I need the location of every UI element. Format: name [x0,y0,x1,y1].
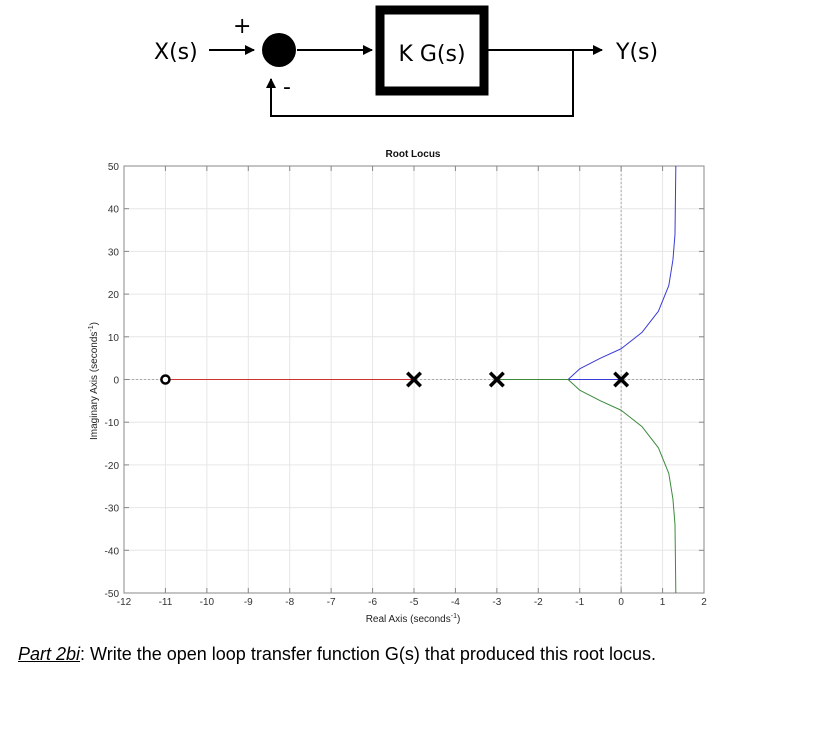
minus-sign: - [283,75,291,100]
x-tick-label: -6 [368,597,377,608]
root-locus-chart: Root Locus -12 -11 -10 -9 -8 -7 -6 -5 -4 -3 -2 -1 0 1… [88,149,708,625]
x-axis-label: Real Axis (seconds-1) [366,613,461,625]
pole-marker [406,371,422,388]
x-tick-label: 2 [701,597,707,608]
x-tick-label: -4 [451,597,460,608]
y-tick-label: 50 [108,162,120,173]
question-part-label: Part 2bi [18,644,81,664]
x-axis-label-main: Real Axis (seconds [366,614,451,625]
x-tick-label: -9 [244,597,253,608]
zero-marker [160,374,171,385]
feedback-path [266,50,574,117]
y-tick-label: -20 [105,461,120,472]
plant-block [375,5,489,96]
y-tick-label: 40 [108,205,120,216]
x-tick-label: -2 [534,597,543,608]
y-axis-label-sup: -1 [88,325,95,331]
pole-zero-markers [160,371,630,388]
x-tick-label: -3 [492,597,501,608]
x-tick-label: -1 [575,597,584,608]
y-tick-label: -50 [105,589,120,600]
y-tick-label: -40 [105,546,120,557]
pole-marker [613,371,630,388]
x-tick-label: -12 [117,597,132,608]
tick-labels: -12 -11 -10 -9 -8 -7 -6 -5 -4 -3 -2 -1 0 1 2-50-40-30-… [105,162,708,608]
question-text: Part 2bi: Write the open loop transfer f… [18,644,656,665]
plus-sign: + [233,14,251,39]
locus-branch-3 [567,165,677,380]
input-label: X(s) [154,40,198,65]
block-label: K G(s) [398,42,465,67]
y-axis-label: Imaginary Axis (seconds-1) [88,322,100,440]
x-tick-label: -10 [200,597,215,608]
locus-branches [165,165,677,594]
x-axis-label-close: ) [457,614,460,625]
x-tick-label: 1 [660,597,666,608]
x-tick-label: 0 [618,597,624,608]
y-axis-label-main: Imaginary Axis (seconds [89,332,100,440]
x-tick-label: -7 [327,597,336,608]
x-tick-label: -5 [410,597,419,608]
output-label: Y(s) [615,40,658,65]
pole-marker [488,371,505,388]
y-tick-label: 0 [113,376,119,387]
question-body: : Write the open loop transfer function … [80,644,657,664]
y-tick-label: 10 [108,333,120,344]
y-tick-label: 20 [108,290,120,301]
x-axis-label-sup: -1 [451,613,457,620]
x-tick-label: -8 [285,597,294,608]
locus-branch-4 [567,379,677,594]
x-tick-label: -11 [159,597,173,608]
y-axis-label-close: ) [89,322,100,325]
axes [123,165,705,594]
summing-junction [262,33,296,67]
y-tick-label: -10 [105,418,120,429]
chart-title: Root Locus [386,149,441,160]
feedback-block-diagram: X(s) + - K G(s) Y(s) [154,5,658,117]
y-tick-label: -30 [105,504,120,515]
y-tick-label: 30 [108,247,120,258]
